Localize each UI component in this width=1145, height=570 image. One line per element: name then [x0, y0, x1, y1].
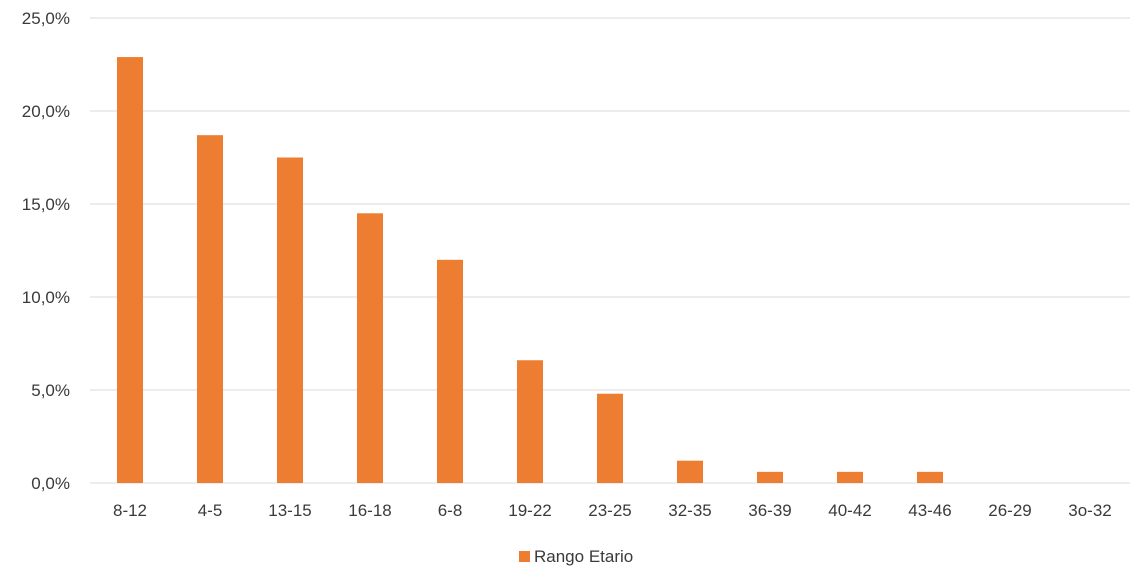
x-tick-label: 40-42	[828, 501, 871, 520]
x-tick-label: 43-46	[908, 501, 951, 520]
bar-8-12	[117, 57, 143, 484]
y-tick-label: 15,0%	[22, 195, 70, 214]
bar-40-42	[837, 471, 863, 483]
y-tick-label: 20,0%	[22, 102, 70, 121]
bar-19-22	[517, 360, 543, 483]
gridlines	[90, 17, 1130, 484]
bar-16-18	[357, 213, 383, 484]
legend: Rango Etario	[519, 547, 633, 566]
bars	[117, 57, 943, 484]
y-tick-label: 10,0%	[22, 288, 70, 307]
x-tick-label: 19-22	[508, 501, 551, 520]
bar-13-15	[277, 157, 303, 483]
x-axis-tick-labels: 8-12 4-5 13-15 16-18 6-8 19-22 23-25 32-35 36-39…	[113, 501, 1112, 520]
bar-4-5	[197, 135, 223, 483]
y-axis-tick-labels: 0,0% 5,0% 10,0% 15,0% 20,0% 25,0%	[22, 9, 70, 493]
x-tick-label: 4-5	[198, 501, 223, 520]
x-tick-label: 16-18	[348, 501, 391, 520]
bar-6-8	[437, 259, 463, 483]
bar-23-25	[597, 393, 623, 483]
legend-label: Rango Etario	[534, 547, 633, 566]
x-tick-label: 3o-32	[1068, 501, 1111, 520]
bar-36-39	[757, 471, 783, 483]
legend-swatch	[519, 551, 530, 562]
x-tick-label: 36-39	[748, 501, 791, 520]
x-tick-label: 26-29	[988, 501, 1031, 520]
bar-32-35	[677, 460, 703, 483]
x-tick-label: 13-15	[268, 501, 311, 520]
bar-43-46	[917, 471, 943, 483]
x-tick-label: 8-12	[113, 501, 147, 520]
y-tick-label: 0,0%	[31, 474, 70, 493]
x-tick-label: 6-8	[438, 501, 463, 520]
x-tick-label: 32-35	[668, 501, 711, 520]
y-tick-label: 25,0%	[22, 9, 70, 28]
x-tick-label: 23-25	[588, 501, 631, 520]
y-tick-label: 5,0%	[31, 381, 70, 400]
